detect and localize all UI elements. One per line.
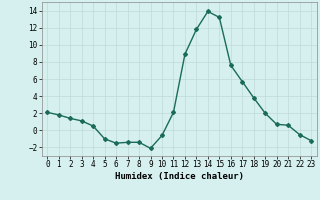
X-axis label: Humidex (Indice chaleur): Humidex (Indice chaleur) bbox=[115, 172, 244, 181]
